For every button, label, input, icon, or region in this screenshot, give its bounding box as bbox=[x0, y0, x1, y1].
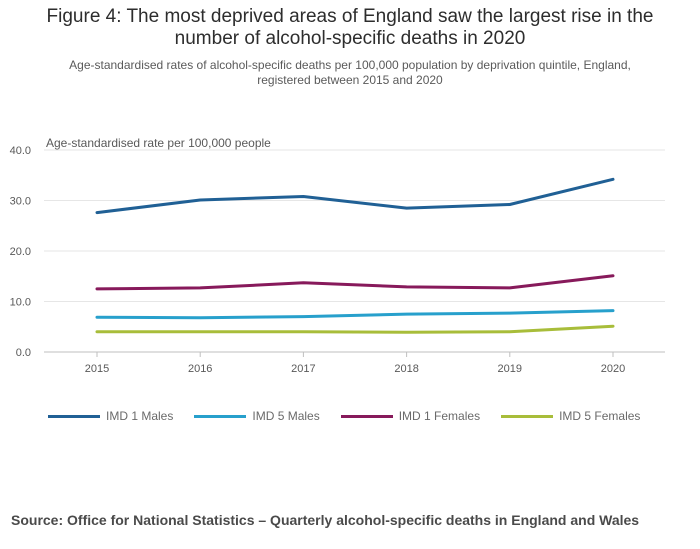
series-line-imd-5-females bbox=[95, 324, 615, 334]
legend-label: IMD 1 Females bbox=[398, 409, 481, 423]
y-axis-label: Age-standardised rate per 100,000 people bbox=[46, 136, 271, 150]
legend: IMD 1 Males IMD 5 Males IMD 1 Females IMD 5… bbox=[48, 405, 661, 427]
legend-swatch bbox=[340, 414, 393, 418]
x-axis: 2015 2016 2017 2018 2019 2020 bbox=[85, 352, 625, 375]
source-note: Source: Office for National Statistics –… bbox=[11, 512, 640, 528]
y-tick-label: 10.0 bbox=[10, 297, 31, 309]
x-tick-label: 2018 bbox=[394, 363, 418, 375]
series-lines bbox=[95, 177, 615, 334]
y-tick-label: 30.0 bbox=[10, 196, 31, 208]
x-tick-label: 2015 bbox=[85, 363, 109, 375]
legend-swatch bbox=[48, 414, 100, 418]
y-tick-label: 40.0 bbox=[10, 145, 31, 157]
legend-item: IMD 5 Males bbox=[194, 409, 320, 423]
series-line-imd-1-males bbox=[95, 177, 615, 215]
chart-title: Figure 4: The most deprived areas of Eng… bbox=[46, 6, 654, 49]
legend-item: IMD 1 Females bbox=[340, 409, 481, 423]
legend-label: IMD 5 Females bbox=[559, 409, 641, 423]
legend-swatch bbox=[501, 414, 554, 418]
y-tick-label: 0.0 bbox=[16, 347, 31, 359]
legend-item: IMD 5 Females bbox=[501, 409, 640, 423]
x-tick-label: 2019 bbox=[498, 363, 522, 375]
series-line-imd-1-females bbox=[95, 274, 615, 291]
x-tick-label: 2016 bbox=[188, 363, 212, 375]
series-line-imd-5-males bbox=[95, 309, 615, 320]
y-axis-ticks: 0.0 10.0 20.0 30.0 40.0 bbox=[10, 145, 31, 359]
line-chart: Age-standardised rate per 100,000 people… bbox=[10, 136, 665, 375]
legend-label: IMD 5 Males bbox=[252, 409, 320, 423]
legend-label: IMD 1 Males bbox=[106, 409, 174, 423]
chart-subtitle: Age-standardised rates of alcohol-specif… bbox=[69, 58, 631, 87]
legend-item: IMD 1 Males bbox=[48, 409, 173, 423]
x-tick-label: 2017 bbox=[291, 363, 315, 375]
gridlines bbox=[44, 149, 665, 353]
y-tick-label: 20.0 bbox=[10, 246, 31, 258]
legend-swatch bbox=[194, 414, 247, 418]
x-tick-label: 2020 bbox=[601, 363, 625, 375]
